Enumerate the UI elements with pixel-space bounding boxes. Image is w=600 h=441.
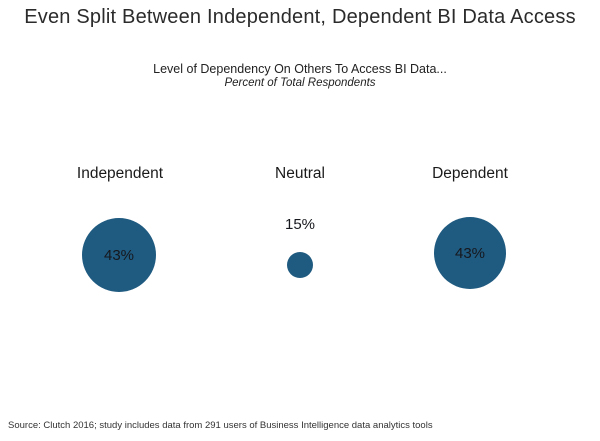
bubble-value-independent: 43% (103, 246, 135, 264)
chart-subtitle: Level of Dependency On Others To Access … (153, 62, 447, 76)
bubble-dependent: 43% (434, 217, 506, 289)
chart-title: Even Split Between Independent, Dependen… (24, 6, 576, 28)
bubble-independent: 43% (82, 218, 156, 292)
category-label-dependent: Dependent (432, 165, 508, 182)
bubble-value-neutral: 15% (284, 216, 316, 233)
chart-note: Percent of Total Respondents (224, 77, 376, 89)
bubble-neutral (287, 252, 313, 278)
category-label-independent: Independent (76, 165, 164, 182)
category-label-neutral: Neutral (275, 165, 325, 182)
bubble-value-dependent: 43% (454, 244, 486, 262)
source-attribution: Source: Clutch 2016; study includes data… (8, 420, 433, 431)
